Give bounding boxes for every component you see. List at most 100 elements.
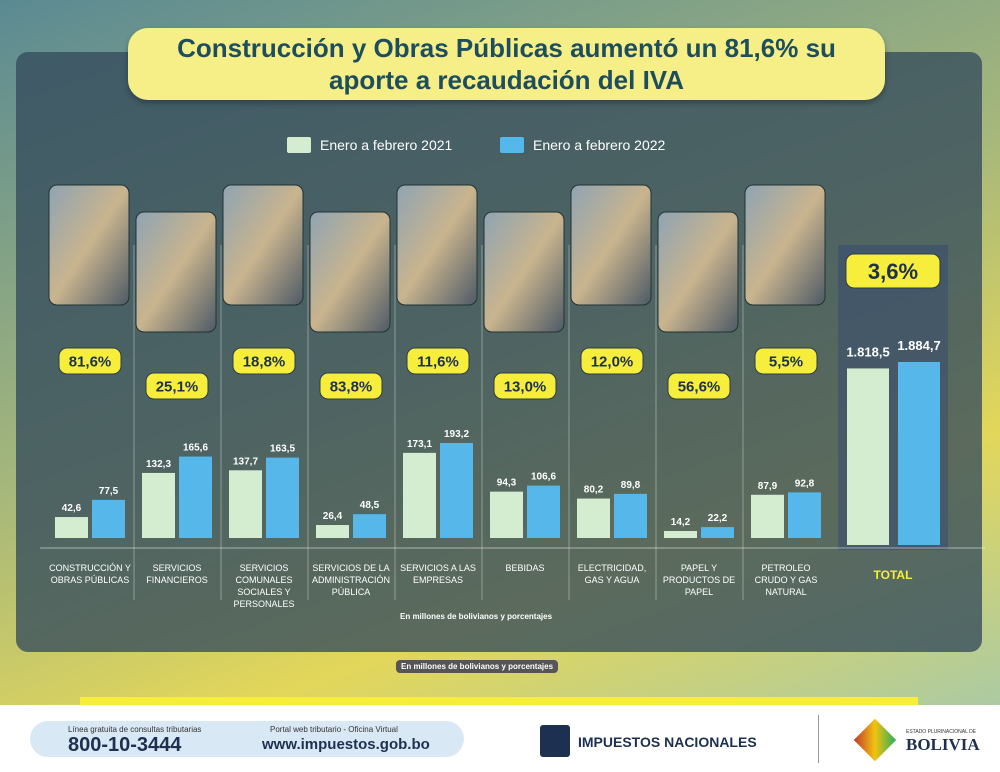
chart: Enero a febrero 2021 Enero a febrero 2022… xyxy=(48,137,948,582)
divider xyxy=(818,715,819,763)
value-label: 165,6 xyxy=(183,443,208,454)
stripe xyxy=(80,697,918,707)
legend-label: Enero a febrero 2022 xyxy=(533,137,666,153)
category-label: SERVICIOS A LAS EMPRESAS xyxy=(400,563,476,585)
change-badge xyxy=(232,347,296,375)
change-label: 11,6% xyxy=(417,353,459,370)
total-value-label: 1.818,5 xyxy=(846,344,889,359)
bar xyxy=(55,517,88,538)
value-label: 80,2 xyxy=(584,485,604,496)
total-bar xyxy=(847,368,889,545)
value-label: 163,5 xyxy=(270,444,295,455)
panel xyxy=(16,52,982,652)
change-badge xyxy=(319,372,383,400)
bar xyxy=(266,457,299,538)
change-badge xyxy=(667,372,731,400)
photo xyxy=(48,184,130,306)
logo xyxy=(540,725,570,757)
total-bar xyxy=(898,362,940,545)
change-badge xyxy=(845,253,941,289)
bar xyxy=(353,514,386,538)
bar xyxy=(701,527,734,538)
change-label: 3,6% xyxy=(868,259,918,284)
change-badge xyxy=(406,347,470,375)
value-label: 106,6 xyxy=(531,472,556,483)
change-label: 5,5% xyxy=(769,353,803,370)
value-label: 77,5 xyxy=(99,486,119,497)
change-label: 81,6% xyxy=(69,353,112,370)
photo xyxy=(483,211,565,333)
legend-swatch xyxy=(287,137,311,153)
bar xyxy=(751,494,784,538)
bar xyxy=(179,456,212,538)
value-label: 193,2 xyxy=(444,429,469,440)
photo xyxy=(309,211,391,333)
category-label: PAPEL Y PRODUCTOS DE PAPEL xyxy=(662,563,736,597)
bar xyxy=(92,499,125,538)
category-label: ELECTRICIDAD, GAS Y AGUA xyxy=(577,563,647,585)
brand: IMPUESTOS NACIONALES xyxy=(578,734,757,750)
emblem xyxy=(853,718,897,762)
legend-label: Enero a febrero 2021 xyxy=(320,137,453,153)
change-badge xyxy=(754,347,818,375)
value-label: 48,5 xyxy=(360,500,380,511)
bar xyxy=(490,491,523,538)
change-label: 83,8% xyxy=(330,378,373,395)
total-label: TOTAL xyxy=(874,568,913,582)
category-label: BEBIDAS xyxy=(505,563,545,573)
note: En millones de bolivianos y porcentajes xyxy=(400,612,553,621)
contact-bar xyxy=(30,721,464,757)
photo xyxy=(396,184,478,306)
change-label: 12,0% xyxy=(591,353,634,370)
value-label: 42,6 xyxy=(62,503,82,514)
bar xyxy=(142,472,175,538)
value-label: 14,2 xyxy=(671,517,691,528)
legend-swatch xyxy=(500,137,524,153)
change-badge xyxy=(580,347,644,375)
value-label: 137,7 xyxy=(233,456,258,467)
bar xyxy=(229,470,262,538)
bar xyxy=(788,492,821,538)
photo xyxy=(744,184,826,306)
bar xyxy=(440,443,473,538)
category-label: PETROLEO CRUDO Y GAS NATURAL xyxy=(754,563,818,597)
phone: 800-10-3444 xyxy=(68,734,182,756)
footer: Línea gratuita de consultas tributarias … xyxy=(0,705,1000,772)
value-label: 173,1 xyxy=(407,439,432,450)
value-label: 92,8 xyxy=(795,478,815,489)
value-label: 87,9 xyxy=(758,481,778,492)
category-label: CONSTRUCCIÓN Y OBRAS PÚBLICAS xyxy=(49,563,131,585)
bar xyxy=(577,498,610,538)
category-label: SERVICIOS FINANCIEROS xyxy=(146,563,208,585)
category-label: SERVICIOS DE LA ADMINISTRACIÓN PÚBLICA xyxy=(311,563,390,597)
portal-text: Portal web tributario - Oficina Virtual xyxy=(270,725,398,734)
photo xyxy=(570,184,652,306)
change-label: 56,6% xyxy=(678,378,721,395)
change-badge xyxy=(493,372,557,400)
bar xyxy=(614,493,647,538)
photo xyxy=(222,184,304,306)
url: www.impuestos.gob.bo xyxy=(262,736,430,753)
bar xyxy=(403,452,436,538)
chart-title: Construcción y Obras Públicas aumentó un… xyxy=(128,28,885,100)
photo xyxy=(135,211,217,333)
category-label: SERVICIOS COMUNALES SOCIALES Y PERSONALE… xyxy=(233,563,295,609)
total-value-label: 1.884,7 xyxy=(897,338,940,353)
country: BOLIVIA xyxy=(906,735,980,754)
value-label: 26,4 xyxy=(323,511,343,522)
value-label: 22,2 xyxy=(708,513,728,524)
change-badge xyxy=(58,347,122,375)
bar xyxy=(664,531,697,538)
change-label: 25,1% xyxy=(156,378,199,395)
value-label: 132,3 xyxy=(146,459,171,470)
hotline-text: Línea gratuita de consultas tributarias xyxy=(68,725,202,734)
value-label: 94,3 xyxy=(497,478,517,489)
state: ESTADO PLURINACIONAL DE xyxy=(906,729,977,735)
bar xyxy=(316,525,349,538)
change-label: 13,0% xyxy=(504,378,547,395)
bar xyxy=(527,485,560,538)
value-label: 89,8 xyxy=(621,480,641,491)
note: En millones de bolivianos y porcentajes xyxy=(396,660,559,673)
change-label: 18,8% xyxy=(243,353,286,370)
